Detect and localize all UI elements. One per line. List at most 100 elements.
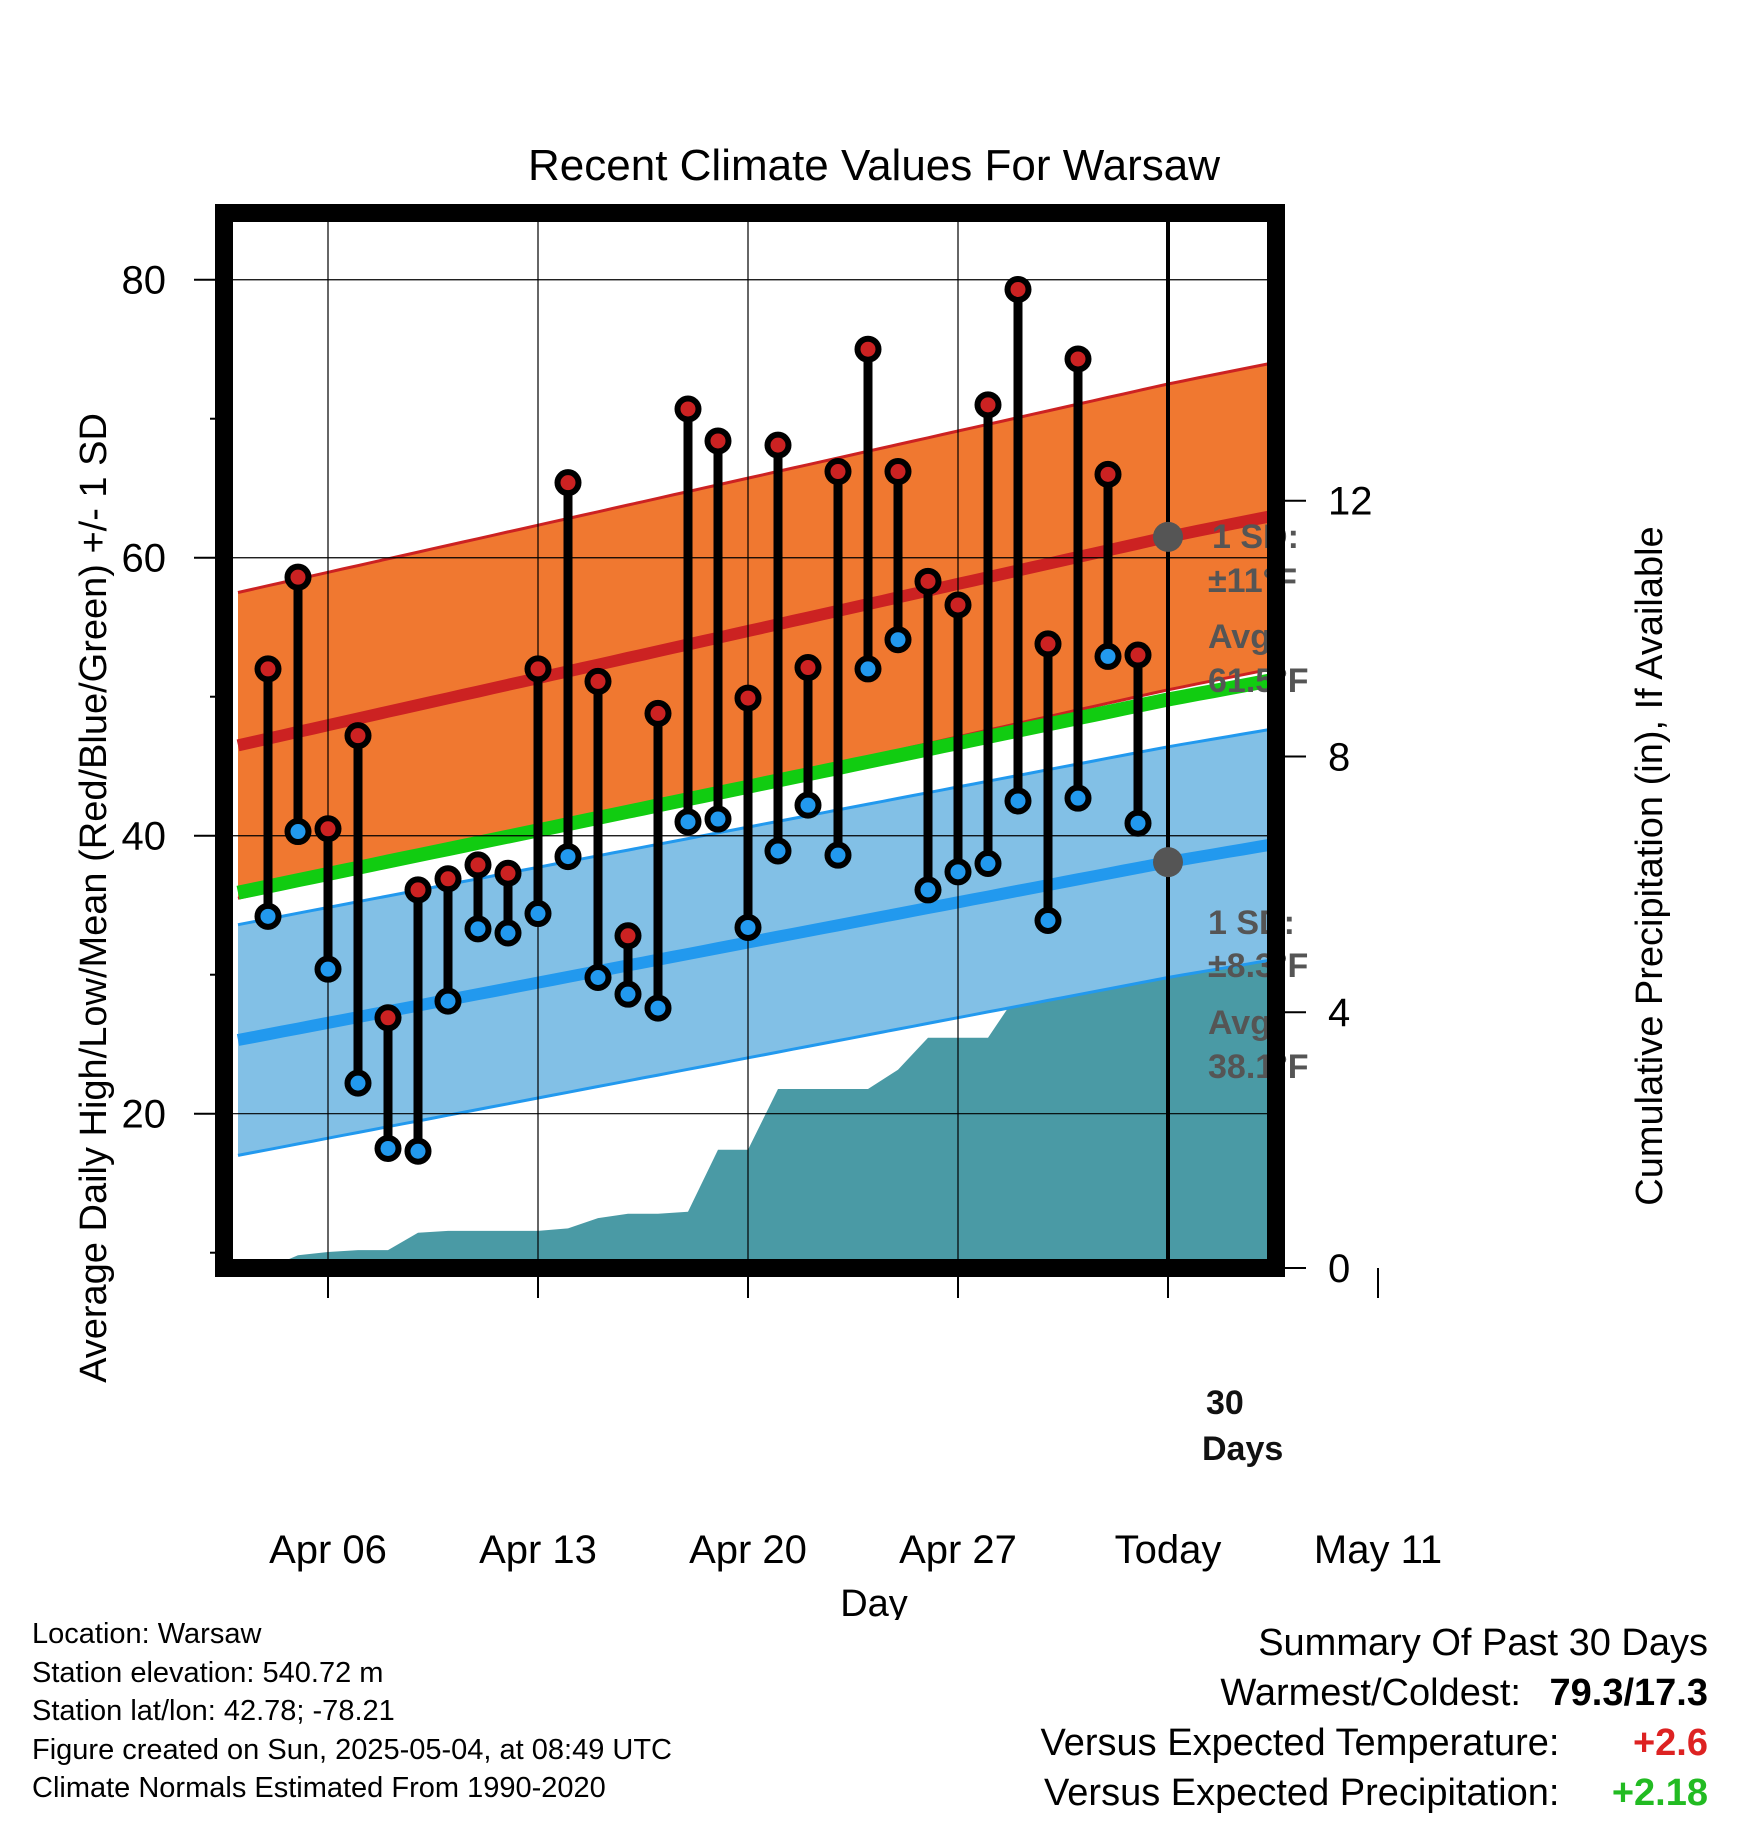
location-text: Location: Warsaw xyxy=(32,1618,262,1650)
low-point xyxy=(1064,784,1092,812)
plot-frame xyxy=(215,204,1285,1277)
x-tick-label: Today xyxy=(1115,1528,1222,1572)
x-tick-label: Apr 13 xyxy=(479,1528,597,1572)
x-axis-label: Day xyxy=(840,1583,908,1620)
y-tick-label: 80 xyxy=(122,259,167,303)
low-point xyxy=(434,987,462,1015)
high-point xyxy=(584,667,612,695)
today-low-marker xyxy=(1153,847,1183,878)
high-point xyxy=(1124,641,1152,669)
high-point xyxy=(914,567,942,595)
latlon-text: Station lat/lon: 42.78; -78.21 xyxy=(32,1695,395,1727)
high-point xyxy=(704,427,732,455)
low-point xyxy=(704,805,732,833)
summary-precip-row: Versus Expected Precipitation: +2.18 xyxy=(1041,1768,1708,1818)
low-point xyxy=(284,818,312,846)
high-point xyxy=(1064,345,1092,373)
low-point xyxy=(974,850,1002,878)
summary-panel: Summary Of Past 30 Days Warmest/Coldest:… xyxy=(1041,1618,1708,1818)
precip-value: +2.18 xyxy=(1611,1772,1708,1814)
y2-tick-label: 0 xyxy=(1328,1247,1350,1291)
low-point xyxy=(494,919,522,947)
low-point xyxy=(914,876,942,904)
created-text: Figure created on Sun, 2025-05-04, at 08… xyxy=(32,1733,672,1766)
high-point xyxy=(404,876,432,904)
chart-title: Recent Climate Values For Warsaw xyxy=(528,141,1220,190)
low-avg-value: 38.1°F xyxy=(1208,1048,1309,1086)
high-point xyxy=(344,722,372,750)
low-point xyxy=(554,843,582,871)
station-info: Location: Warsaw Station elevation: 540.… xyxy=(32,1615,672,1808)
high-point xyxy=(524,655,552,683)
high-point xyxy=(494,859,522,887)
low-point xyxy=(584,963,612,991)
low-sd-value: ±8.3°F xyxy=(1208,947,1308,985)
high-point xyxy=(614,922,642,950)
y-tick-label: 60 xyxy=(122,537,167,581)
high-point xyxy=(554,469,582,497)
high-point xyxy=(824,458,852,486)
high-point xyxy=(464,851,492,879)
y-axis-label: Average Daily High/Low/Mean (Red/Blue/Gr… xyxy=(73,413,115,1383)
low-point xyxy=(854,655,882,683)
low-point xyxy=(674,808,702,836)
high-point xyxy=(1034,630,1062,658)
y2-tick-label: 4 xyxy=(1328,991,1350,1035)
low-point xyxy=(764,837,792,865)
high-point xyxy=(854,335,882,363)
period-number: 30 xyxy=(1206,1384,1244,1422)
high-point xyxy=(284,563,312,591)
low-point xyxy=(1124,809,1152,837)
x-tick-label: May 11 xyxy=(1314,1528,1442,1572)
high-point xyxy=(314,815,342,843)
low-point xyxy=(404,1137,432,1165)
temp-label: Versus Expected Temperature: xyxy=(1040,1722,1560,1764)
high-point xyxy=(734,684,762,712)
low-point xyxy=(314,955,342,983)
precip-label: Versus Expected Precipitation: xyxy=(1044,1772,1560,1814)
high-sd-label: 1 SD: xyxy=(1212,518,1299,556)
low-sd-lower-line xyxy=(237,957,1276,1157)
summary-temp-row: Versus Expected Temperature: +2.6 xyxy=(1041,1718,1708,1768)
summary-warmest-row: Warmest/Coldest: 79.3/17.3 xyxy=(1041,1668,1708,1718)
high-point xyxy=(374,1004,402,1032)
high-point xyxy=(434,865,462,893)
high-point xyxy=(974,391,1002,419)
elevation-text: Station elevation: 540.72 m xyxy=(32,1656,384,1689)
normals-text: Climate Normals Estimated From 1990-2020 xyxy=(32,1772,606,1804)
y-tick-label: 20 xyxy=(122,1093,167,1137)
temp-value: +2.6 xyxy=(1632,1722,1708,1764)
warmest-value: 79.3/17.3 xyxy=(1549,1672,1708,1714)
low-point xyxy=(464,915,492,943)
low-point xyxy=(344,1069,372,1097)
x-tick-label: Apr 20 xyxy=(689,1528,807,1572)
high-avg-value: 61.5°F xyxy=(1208,662,1309,700)
high-point xyxy=(254,655,282,683)
high-point xyxy=(794,654,822,682)
y-tick-label: 40 xyxy=(122,815,167,859)
summary-title: Summary Of Past 30 Days xyxy=(1258,1622,1708,1664)
period-unit: Days xyxy=(1202,1430,1283,1468)
climate-chart: Recent Climate Values For Warsaw 1 SD:±1… xyxy=(73,141,1671,1620)
high-point xyxy=(674,395,702,423)
low-point xyxy=(884,626,912,654)
low-point xyxy=(1034,907,1062,935)
low-point xyxy=(1094,642,1122,670)
low-point xyxy=(944,858,972,886)
low-point xyxy=(644,994,672,1022)
y2-tick-label: 12 xyxy=(1328,480,1373,524)
low-point xyxy=(254,902,282,930)
high-point xyxy=(764,431,792,459)
low-point xyxy=(734,913,762,941)
low-point xyxy=(614,980,642,1008)
high-point xyxy=(884,458,912,486)
high-point xyxy=(644,699,672,727)
plot-inner xyxy=(224,213,1276,1268)
low-point xyxy=(1004,787,1032,815)
warmest-label: Warmest/Coldest: xyxy=(1220,1672,1521,1714)
today-high-marker xyxy=(1153,521,1183,552)
low-point xyxy=(824,841,852,869)
x-tick-label: Apr 06 xyxy=(269,1528,387,1572)
high-sd-upper-line xyxy=(237,360,1276,594)
low-point xyxy=(374,1134,402,1162)
